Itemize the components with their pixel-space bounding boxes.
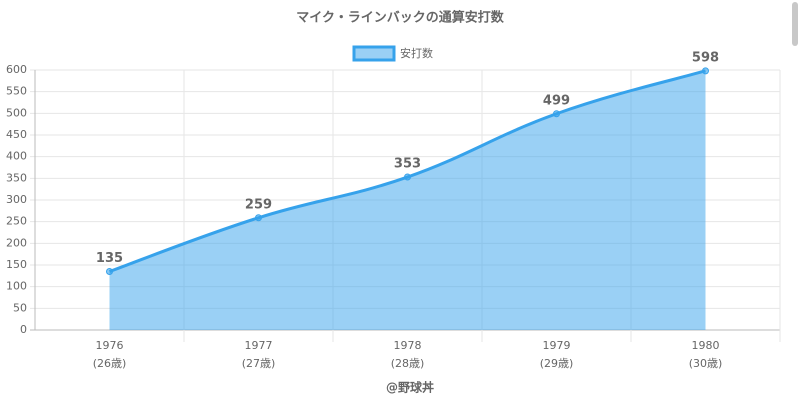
y-tick-label: 350	[6, 171, 27, 184]
data-label: 598	[692, 50, 719, 65]
x-tick-label: 1976	[96, 339, 124, 352]
y-tick-label: 600	[6, 63, 27, 76]
y-tick-label: 450	[6, 128, 27, 141]
data-point	[255, 214, 262, 222]
x-tick-sublabel: (29歳)	[540, 357, 574, 370]
data-label: 135	[96, 251, 123, 266]
x-tick-label: 1979	[543, 339, 571, 352]
x-tick-label: 1977	[245, 339, 273, 352]
data-label: 499	[543, 93, 570, 108]
legend-swatch	[352, 45, 396, 62]
y-tick-label: 0	[20, 323, 27, 336]
y-tick-label: 500	[6, 106, 27, 119]
data-point	[106, 268, 113, 275]
scrollbar[interactable]	[792, 2, 798, 46]
x-tick-label: 1980	[692, 339, 720, 352]
y-tick-label: 300	[6, 193, 27, 206]
legend-label: 安打数	[400, 46, 433, 60]
data-point	[404, 173, 411, 181]
y-tick-label: 100	[6, 280, 27, 293]
x-tick-sublabel: (30歳)	[689, 357, 723, 370]
x-axis-label: @野球丼	[386, 380, 434, 395]
y-tick-label: 50	[13, 301, 27, 314]
y-tick-label: 200	[6, 236, 27, 249]
data-label: 353	[394, 157, 421, 172]
y-tick-label: 400	[6, 150, 27, 163]
data-point	[553, 110, 560, 118]
chart-title: マイク・ラインバックの通算安打数	[296, 10, 504, 26]
area-fill	[109, 70, 706, 330]
y-tick-label: 250	[6, 215, 27, 228]
y-tick-label: 150	[6, 258, 27, 271]
data-point	[702, 67, 709, 75]
x-tick-sublabel: (27歳)	[242, 357, 276, 370]
y-tick-label: 550	[6, 85, 27, 98]
data-label: 259	[245, 197, 272, 212]
x-tick-sublabel: (26歳)	[93, 357, 127, 370]
x-tick-label: 1978	[394, 339, 422, 352]
x-tick-sublabel: (28歳)	[391, 357, 425, 370]
